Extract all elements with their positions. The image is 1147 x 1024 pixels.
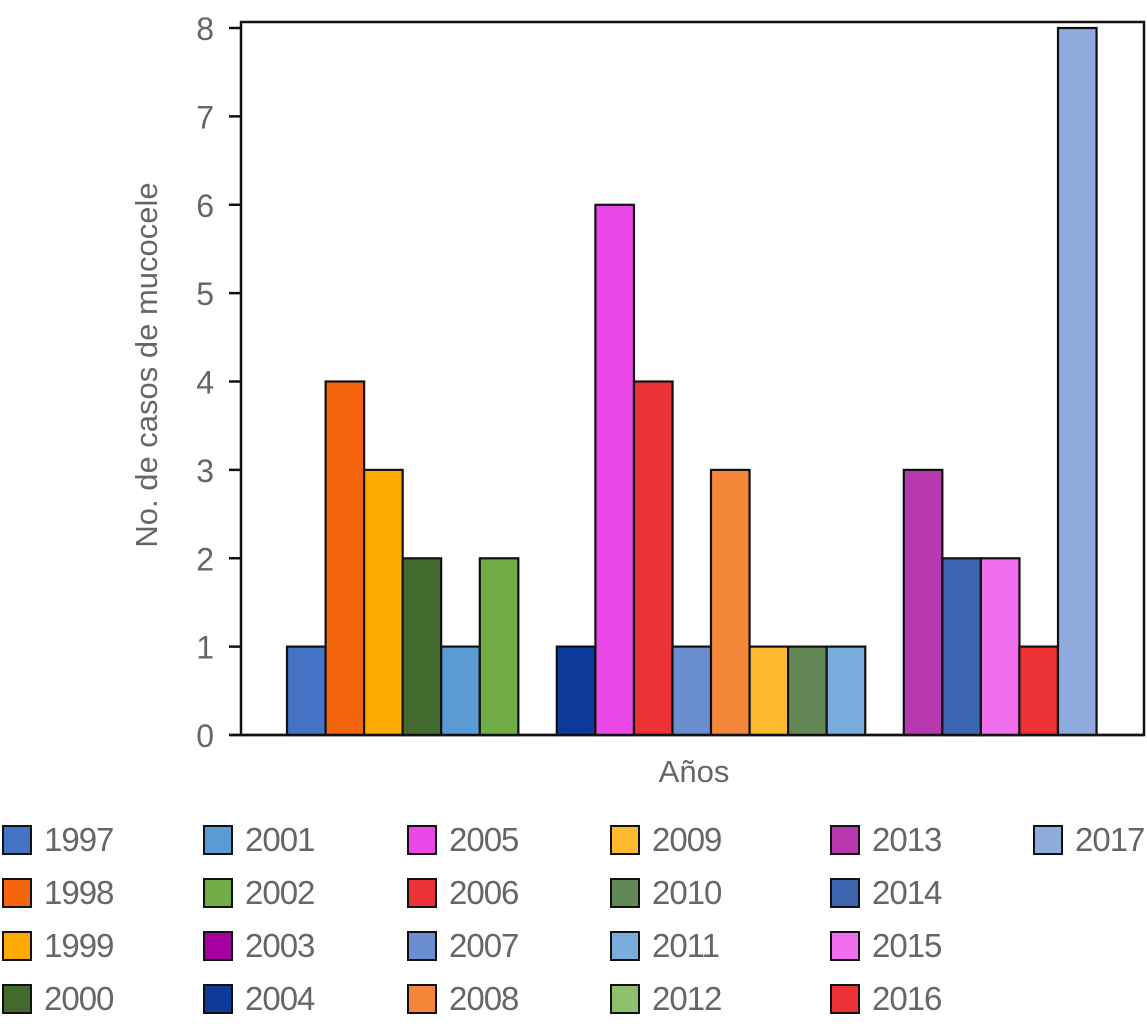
- bar-2014: [941, 557, 982, 737]
- y-tick-label: 1: [196, 630, 214, 666]
- bar-1997: [285, 645, 327, 737]
- legend-swatch: [2, 984, 32, 1014]
- legend-label: 2014: [872, 874, 942, 911]
- legend-swatch: [610, 931, 640, 961]
- legend-label: 2016: [872, 980, 942, 1017]
- legend-item-2016: 2016: [830, 979, 942, 1019]
- bar-2010: [786, 645, 828, 737]
- bar-2005: [594, 203, 636, 737]
- bar-2011: [825, 645, 867, 737]
- legend-swatch: [407, 984, 437, 1014]
- legend-item-1999: 1999: [2, 926, 114, 966]
- bar-2015: [979, 557, 1021, 737]
- legend-swatch: [203, 931, 233, 961]
- legend-label: 2000: [44, 980, 114, 1017]
- bar-2000: [401, 557, 443, 737]
- y-tick-label: 8: [196, 11, 214, 47]
- legend-swatch: [830, 825, 860, 855]
- bars: [229, 26, 1144, 737]
- legend-label: 2008: [449, 980, 519, 1017]
- legend-item-2002: 2002: [203, 873, 315, 913]
- legend-item-2003: 2003: [203, 926, 315, 966]
- legend-item-2010: 2010: [610, 873, 722, 913]
- legend-swatch: [407, 931, 437, 961]
- legend-swatch: [830, 878, 860, 908]
- bar-chart: 0 1 2 3 4 5 6 7 8 Años No. de casos de mucocele: [129, 11, 1146, 789]
- legend-label: 2012: [652, 980, 722, 1017]
- legend-label: 1998: [44, 874, 114, 911]
- bar-2006: [632, 380, 674, 737]
- y-tick-label: 7: [196, 99, 214, 135]
- legend-swatch: [2, 931, 32, 961]
- legend-swatch: [830, 931, 860, 961]
- legend-label: 2017: [1075, 821, 1145, 858]
- legend-label: 1997: [44, 821, 114, 858]
- legend-label: 2002: [245, 874, 315, 911]
- y-tick-label: 2: [196, 541, 214, 577]
- legend-swatch: [2, 825, 32, 855]
- y-axis-title: No. de casos de mucocele: [129, 182, 164, 547]
- y-tick-label: 0: [196, 718, 214, 754]
- legend-swatch: [2, 878, 32, 908]
- bar-2013: [902, 468, 944, 737]
- legend-item-2007: 2007: [407, 926, 519, 966]
- legend-label: 2013: [872, 821, 942, 858]
- legend: 1997 1998 1999 2000 2001 2002 2003 2004 2005 2006…: [0, 818, 1147, 1024]
- bar-2007: [671, 645, 713, 737]
- y-tick-label: 4: [196, 365, 214, 401]
- legend-swatch: [610, 984, 640, 1014]
- bar-2002: [478, 557, 520, 737]
- legend-label: 2006: [449, 874, 519, 911]
- legend-label: 2004: [245, 980, 315, 1017]
- bar-1999: [363, 468, 404, 737]
- legend-item-2008: 2008: [407, 979, 519, 1019]
- legend-label: 2001: [245, 821, 315, 858]
- legend-item-1997: 1997: [2, 820, 114, 860]
- y-tick-label: 5: [196, 276, 214, 312]
- legend-item-2013: 2013: [830, 820, 942, 860]
- legend-item-2001: 2001: [203, 820, 315, 860]
- legend-label: 2010: [652, 874, 722, 911]
- legend-label: 2015: [872, 927, 942, 964]
- bar-2008: [709, 468, 751, 737]
- legend-swatch: [1033, 825, 1063, 855]
- y-tick-label: 6: [196, 188, 214, 224]
- legend-swatch: [203, 878, 233, 908]
- legend-item-2017: 2017: [1033, 820, 1145, 860]
- legend-item-2006: 2006: [407, 873, 519, 913]
- legend-swatch: [830, 984, 860, 1014]
- y-axis-ticks: 0 1 2 3 4 5 6 7 8: [196, 11, 241, 754]
- x-axis-title: Años: [659, 754, 730, 789]
- bar-2004: [555, 645, 597, 737]
- legend-swatch: [203, 825, 233, 855]
- legend-label: 2011: [652, 927, 720, 964]
- bar-2001: [440, 645, 481, 737]
- legend-swatch: [610, 825, 640, 855]
- legend-item-2012: 2012: [610, 979, 722, 1019]
- bar-2017: [1056, 26, 1098, 737]
- legend-item-2000: 2000: [2, 979, 114, 1019]
- legend-item-2005: 2005: [407, 820, 519, 860]
- bar-2016: [1018, 645, 1060, 737]
- bar-2009: [748, 645, 790, 737]
- y-tick-label: 3: [196, 453, 214, 489]
- legend-label: 2007: [449, 927, 519, 964]
- legend-item-2004: 2004: [203, 979, 315, 1019]
- legend-item-2009: 2009: [610, 820, 722, 860]
- legend-swatch: [610, 878, 640, 908]
- legend-item-1998: 1998: [2, 873, 114, 913]
- legend-label: 2003: [245, 927, 315, 964]
- legend-swatch: [203, 984, 233, 1014]
- legend-label: 2009: [652, 821, 722, 858]
- bar-1998: [324, 380, 366, 737]
- legend-label: 1999: [44, 927, 114, 964]
- legend-swatch: [407, 878, 437, 908]
- legend-item-2014: 2014: [830, 873, 942, 913]
- legend-swatch: [407, 825, 437, 855]
- legend-item-2011: 2011: [610, 926, 720, 966]
- legend-item-2015: 2015: [830, 926, 942, 966]
- legend-label: 2005: [449, 821, 519, 858]
